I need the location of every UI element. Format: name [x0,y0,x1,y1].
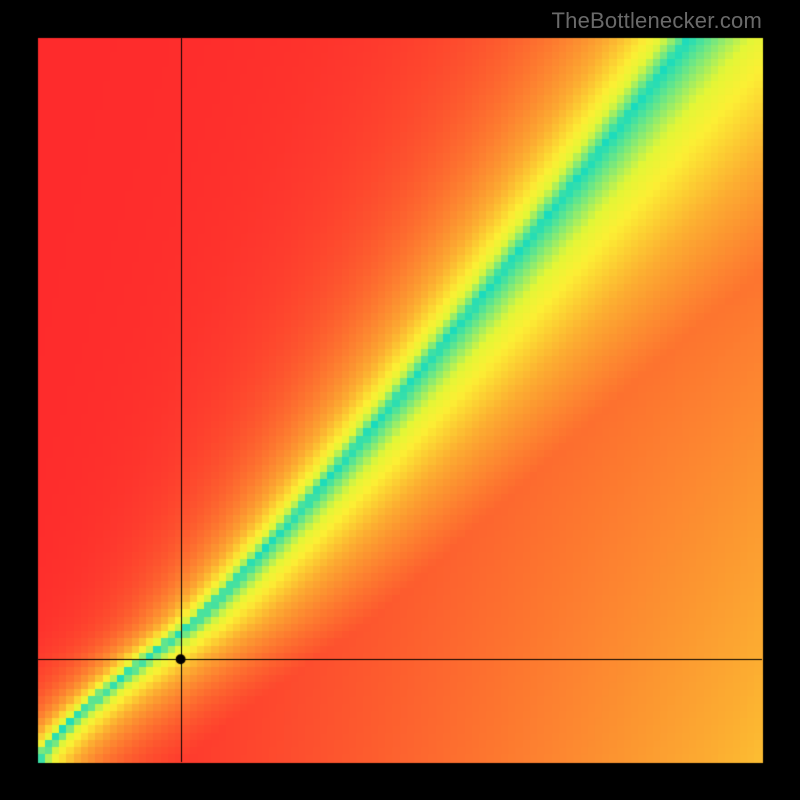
watermark-text: TheBottlenecker.com [552,8,762,34]
crosshair-overlay [0,0,800,800]
